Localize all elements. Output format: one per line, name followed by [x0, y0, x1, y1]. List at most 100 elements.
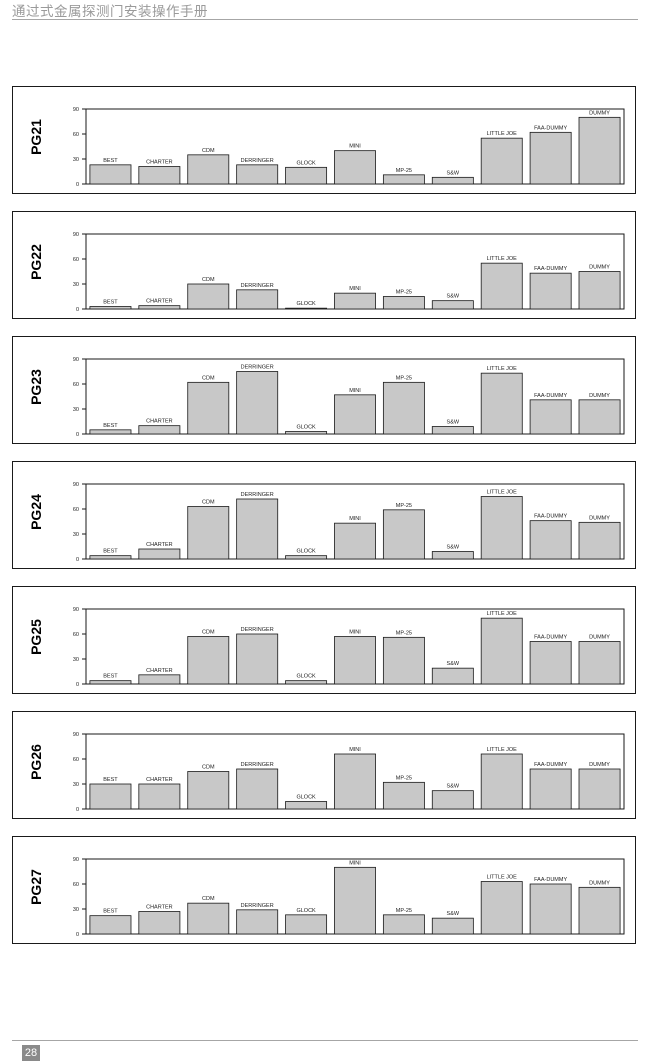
bar-chart: 0 30 60 90 BEST CHARTER CDM DERRINGER GLOCK MINI M…: [73, 857, 625, 938]
bar-category-label: S&W: [447, 784, 460, 790]
bar: [382, 636, 425, 685]
bar: [285, 166, 328, 185]
bar: [382, 509, 425, 560]
bar: [236, 633, 279, 685]
bar: [334, 394, 376, 435]
bar: [382, 174, 425, 185]
bar-category-label: MINI: [349, 630, 361, 636]
bar-category-label: MP-25: [396, 630, 412, 636]
bar: [480, 881, 523, 935]
bar-category-label: CDM: [202, 148, 215, 154]
y-tick-label: 0: [76, 932, 79, 938]
y-tick-label: 30: [73, 782, 79, 788]
bar: [187, 902, 230, 935]
bar-category-label: GLOCK: [296, 160, 316, 166]
bar: [285, 914, 328, 935]
bar: [382, 914, 425, 935]
bar: [187, 506, 230, 560]
bar-category-label: DUMMY: [589, 880, 610, 886]
bar: [431, 790, 474, 810]
bar-category-label: LITTLE JOE: [487, 131, 518, 137]
bar-category-label: BEST: [103, 158, 118, 164]
chart-panel: PG21 0 30 60 90 BEST CHARTER CDM DERRINGER GLOCK M…: [12, 86, 636, 194]
bar: [480, 262, 523, 310]
chart-panel: PG23 0 30 60 90 BEST CHARTER CDM DERRINGER GLOCK M…: [12, 336, 636, 444]
bar-category-label: CDM: [202, 277, 215, 283]
bar: [431, 551, 474, 560]
bar-category-label: GLOCK: [296, 425, 316, 431]
bar: [334, 150, 376, 185]
bar-category-label: DERRINGER: [241, 492, 274, 498]
bar-category-label: S&W: [447, 170, 460, 176]
y-tick-label: 0: [76, 307, 79, 313]
bar: [578, 886, 621, 935]
y-tick-label: 30: [73, 157, 79, 163]
y-tick-label: 30: [73, 657, 79, 663]
bar-category-label: FAA-DUMMY: [534, 125, 567, 131]
bar-category-label: LITTLE JOE: [487, 366, 518, 372]
y-tick-label: 90: [73, 107, 79, 113]
bar: [334, 636, 376, 685]
y-tick-label: 60: [73, 257, 79, 263]
y-tick-label: 60: [73, 382, 79, 388]
bar-category-label: LITTLE JOE: [487, 747, 518, 753]
bar: [236, 371, 279, 435]
bar: [382, 381, 425, 435]
bar: [334, 522, 376, 560]
bar-category-label: DERRINGER: [241, 903, 274, 909]
bar: [529, 883, 572, 935]
bar-category-label: DERRINGER: [241, 158, 274, 164]
bar-category-label: MINI: [349, 860, 361, 866]
bar-category-label: FAA-DUMMY: [534, 877, 567, 883]
bar: [285, 680, 328, 685]
y-tick-label: 60: [73, 882, 79, 888]
bar: [89, 555, 132, 560]
bar-category-label: GLOCK: [296, 549, 316, 555]
y-tick-label: 0: [76, 557, 79, 563]
bar-category-label: MP-25: [396, 375, 412, 381]
bar-category-label: CDM: [202, 500, 215, 506]
bar-category-label: GLOCK: [296, 301, 316, 307]
bar-category-label: DERRINGER: [241, 365, 274, 371]
chart-panel: PG27 0 30 60 90 BEST CHARTER CDM DERRINGER GLOCK M…: [12, 836, 636, 944]
y-tick-label: 0: [76, 182, 79, 188]
bar-category-label: MP-25: [396, 168, 412, 174]
bar-category-label: CDM: [202, 896, 215, 902]
y-tick-label: 30: [73, 282, 79, 288]
bar: [187, 283, 230, 310]
bar: [431, 300, 474, 310]
bar-category-label: DUMMY: [589, 635, 610, 641]
bar-category-label: FAA-DUMMY: [534, 393, 567, 399]
footer-divider: [12, 1040, 638, 1041]
bar: [89, 915, 132, 935]
y-tick-label: 0: [76, 682, 79, 688]
bar: [187, 154, 230, 185]
bar: [236, 909, 279, 935]
bar-category-label: BEST: [103, 549, 118, 555]
bar-category-label: BEST: [103, 777, 118, 783]
bar-category-label: LITTLE JOE: [487, 490, 518, 496]
bar-category-label: LITTLE JOE: [487, 256, 518, 262]
bar: [138, 674, 181, 685]
bar: [529, 399, 572, 435]
bar: [529, 641, 572, 685]
bar: [236, 289, 279, 310]
bar: [138, 783, 181, 810]
bar-chart: 0 30 60 90 BEST CHARTER CDM DERRINGER GLOCK MINI M…: [73, 357, 625, 438]
y-tick-label: 60: [73, 132, 79, 138]
bar-category-label: GLOCK: [296, 674, 316, 680]
bar-category-label: DERRINGER: [241, 627, 274, 633]
bar-chart: 0 30 60 90 BEST CHARTER CDM DERRINGER GLOCK MINI M…: [73, 107, 625, 188]
bar-category-label: MP-25: [396, 775, 412, 781]
bar-category-label: CHARTER: [146, 668, 173, 674]
bar-category-label: MINI: [349, 388, 361, 394]
bar: [529, 520, 572, 560]
bar-category-label: DUMMY: [589, 393, 610, 399]
bar: [529, 272, 572, 310]
bar: [382, 781, 425, 810]
bar: [334, 753, 376, 810]
bar: [285, 431, 328, 435]
bar: [382, 296, 425, 310]
y-tick-label: 30: [73, 407, 79, 413]
bar-category-label: LITTLE JOE: [487, 875, 518, 881]
